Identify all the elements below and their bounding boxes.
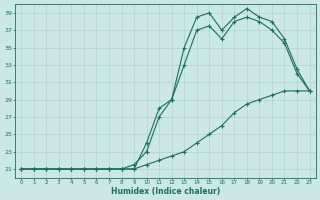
X-axis label: Humidex (Indice chaleur): Humidex (Indice chaleur): [111, 187, 220, 196]
